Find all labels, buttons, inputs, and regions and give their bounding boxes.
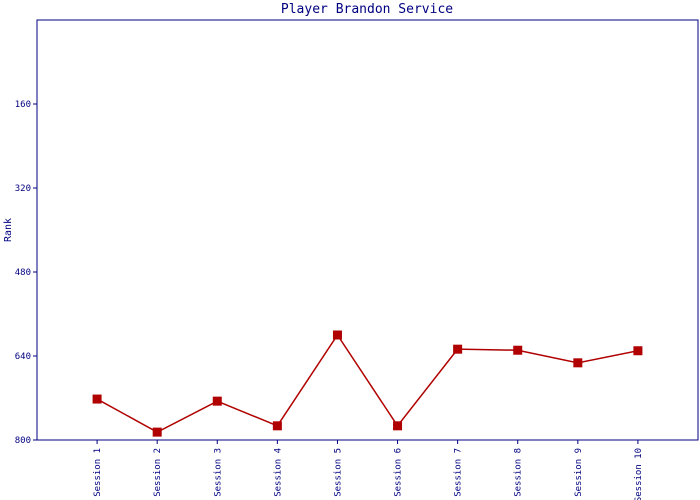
y-tick-label: 480	[15, 268, 31, 278]
y-tick-label: 800	[15, 436, 31, 446]
data-point	[513, 345, 523, 355]
x-tick-label: Session 7	[454, 448, 464, 497]
x-tick-label: Session 4	[273, 448, 283, 497]
data-point	[212, 396, 222, 406]
x-tick-label: Session 3	[213, 448, 223, 497]
chart-title: Player Brandon Service	[281, 2, 453, 17]
x-tick-label: Session 2	[153, 448, 163, 497]
x-tick-label: Session 6	[394, 448, 404, 497]
data-point	[92, 394, 102, 404]
x-tick-label: Session 5	[333, 448, 343, 497]
data-point	[633, 346, 643, 356]
y-axis-label: Rank	[3, 218, 14, 242]
data-point	[152, 427, 162, 437]
x-tick-label: Session 10	[634, 448, 644, 500]
data-line	[96, 333, 639, 433]
data-point	[393, 421, 403, 431]
data-point	[573, 358, 583, 368]
y-tick-label: 320	[15, 184, 31, 194]
x-tick-label: Session 8	[514, 448, 524, 497]
data-point	[332, 330, 342, 340]
data-point	[453, 344, 463, 354]
data-point	[272, 421, 282, 431]
x-tick-label: Session 1	[93, 448, 103, 497]
plot-frame	[36, 19, 699, 441]
y-tick-label: 640	[15, 352, 31, 362]
y-tick-label: 160	[15, 100, 31, 110]
x-tick-label: Session 9	[574, 448, 584, 497]
